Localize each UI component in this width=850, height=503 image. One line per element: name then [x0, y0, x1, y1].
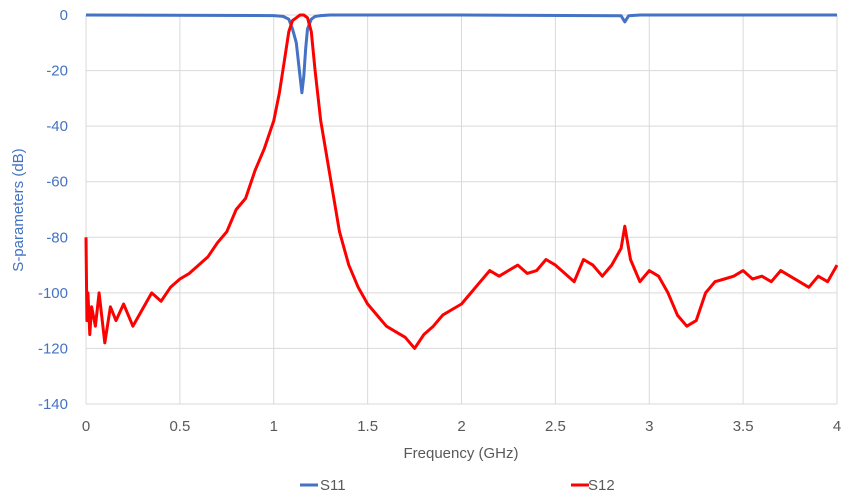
y-tick-label: -40 — [46, 118, 68, 135]
series-lines — [84, 13, 839, 350]
y-tick-label: -60 — [46, 174, 68, 191]
x-tick-label: 3 — [645, 418, 653, 435]
x-tick-label: 0.5 — [169, 418, 190, 435]
y-tick-label: -80 — [46, 229, 68, 246]
legend-label-s12: S12 — [588, 477, 615, 494]
x-tick-label: 1 — [270, 418, 278, 435]
x-tick-label: 0 — [82, 418, 90, 435]
x-axis-ticks: 0 0.5 1 1.5 2 2.5 3 3.5 4 — [82, 418, 841, 435]
y-tick-label: -120 — [38, 340, 68, 357]
series-line-s12 — [84, 13, 839, 350]
x-tick-label: 2.5 — [545, 418, 566, 435]
x-tick-label: 1.5 — [357, 418, 378, 435]
grid — [85, 14, 838, 405]
y-axis-label: S-parameters (dB) — [10, 148, 27, 271]
series-line-s11 — [85, 13, 837, 95]
y-tick-label: -20 — [46, 63, 68, 80]
y-tick-label: 0 — [60, 7, 68, 24]
y-axis-ticks: 0 -20 -40 -60 -80 -100 -120 -140 — [38, 7, 68, 413]
y-tick-label: -140 — [38, 396, 68, 413]
x-tick-label: 4 — [833, 418, 841, 435]
legend: S11 S12 — [300, 477, 615, 494]
x-tick-label: 2 — [457, 418, 465, 435]
x-axis-label: Frequency (GHz) — [403, 445, 518, 462]
x-tick-label: 3.5 — [733, 418, 754, 435]
y-tick-label: -100 — [38, 285, 68, 302]
legend-label-s11: S11 — [320, 477, 346, 494]
